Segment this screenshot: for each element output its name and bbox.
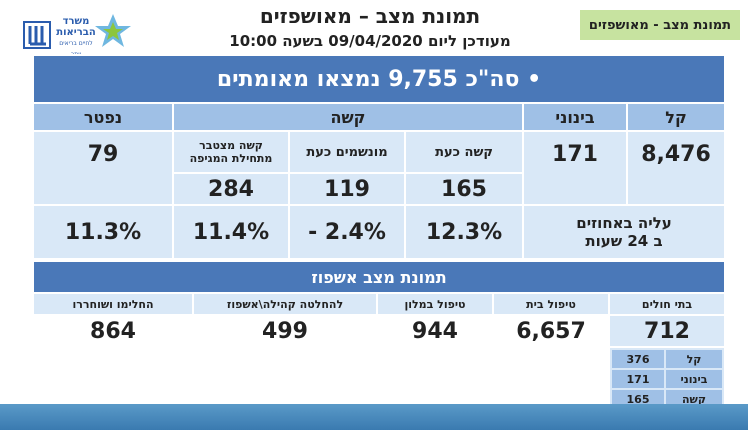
ministry-emblem-icon <box>23 21 51 49</box>
home-care-header: טיפול בית <box>494 294 608 314</box>
home-care-filler <box>494 348 608 410</box>
breakdown-label-light: קל <box>666 350 722 368</box>
breakdown-value-severe: 165 <box>612 390 664 408</box>
logo-line-2: הבריאות <box>56 27 96 38</box>
pending-header: להחלטה קהילה\אשפוז <box>194 294 376 314</box>
hotel-care-filler <box>378 348 492 410</box>
severe-now-value: 165 <box>406 174 522 204</box>
dead-header: נפטר <box>34 104 172 130</box>
bottom-strip <box>0 404 748 430</box>
change-label: עליה באחוזים ב 24 שעות <box>524 206 724 258</box>
page-title: תמונת מצב – מאושפזים <box>259 4 481 28</box>
moderate-header: בינוני <box>524 104 626 130</box>
severe-header: קשה <box>174 104 522 130</box>
cumulative-change: 11.4% <box>174 206 288 258</box>
recovered-value: 864 <box>34 316 192 346</box>
light-value: 8,476 <box>628 132 724 204</box>
recovered-filler <box>34 348 192 410</box>
ventilated-change: - 2.4% <box>290 206 404 258</box>
ventilated-value: 119 <box>290 174 404 204</box>
total-confirmed: • סה"כ 9,755 נמצאו מאומתים <box>34 56 724 102</box>
hotel-care-value: 944 <box>378 316 492 346</box>
moderate-value: 171 <box>524 132 626 204</box>
breakdown-value-light: 376 <box>612 350 664 368</box>
change-label-line-1: עליה באחוזים <box>576 214 672 232</box>
pending-value: 499 <box>194 316 376 346</box>
dead-value: 79 <box>34 132 172 204</box>
recovered-header: החלימו ושוחררו <box>34 294 192 314</box>
light-header: קל <box>628 104 724 130</box>
breakdown-value-moderate: 171 <box>612 370 664 388</box>
ventilated-header: מונשמים כעת <box>290 132 404 172</box>
section-tag: תמונת מצב - מאושפזים <box>580 10 740 40</box>
hotel-care-header: טיפול במלון <box>378 294 492 314</box>
logo-line-1: משרד <box>62 16 90 27</box>
hospitalization-heading: תמונת מצב אשפוז <box>34 262 724 292</box>
breakdown-label-severe: קשה <box>666 390 722 408</box>
cumulative-value: 284 <box>174 174 288 204</box>
star-icon <box>95 14 131 47</box>
hospitals-value: 712 <box>610 316 724 346</box>
change-label-line-2: ב 24 שעות <box>585 232 663 250</box>
breakdown-label-moderate: בינוני <box>666 370 722 388</box>
cumulative-header: קשה מצטבר מתחילת המגיפה <box>174 132 288 172</box>
update-time: מעודכן ליום 09/04/2020 בשעה 10:00 <box>229 32 511 50</box>
home-care-value: 6,657 <box>494 316 608 346</box>
hospitals-header: בתי חולים <box>610 294 724 314</box>
ministry-logo: משרד הבריאות לחיים בריאים יותר <box>22 12 132 58</box>
pending-filler <box>194 348 376 410</box>
dead-change: 11.3% <box>34 206 172 258</box>
severe-now-header: קשה כעת <box>406 132 522 172</box>
severe-now-change: 12.3% <box>406 206 522 258</box>
